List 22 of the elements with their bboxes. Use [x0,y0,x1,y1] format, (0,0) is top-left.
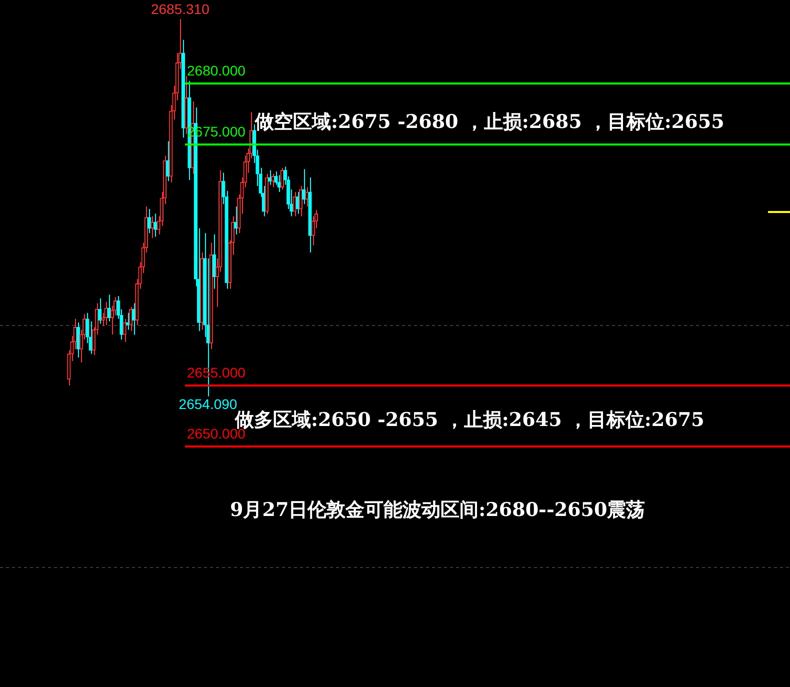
annotation: 2654.090 [178,396,238,412]
candlestick [296,192,300,214]
candlestick [154,213,158,238]
candlestick [126,312,130,330]
annotation: 2685.310 [150,1,210,18]
candlestick [147,208,152,234]
ref-line-label: 2680.000 [187,62,246,78]
candlestick [212,234,216,290]
candlestick [122,318,126,342]
candlestick [280,167,284,190]
candlestick [128,306,133,332]
candlestick [268,170,272,186]
candlestick [107,294,111,322]
candlestick [277,174,281,193]
candlestick [305,186,309,208]
candlestick [104,301,108,326]
annotation: 做空区域:2675 -2680 ，止损:2685 ，目标位:2655 [254,111,724,133]
candlestick [76,322,80,358]
candlestick [292,192,296,217]
candlestick [271,173,275,188]
candlestick [98,298,102,324]
text: 9月27日伦敦金可能波动区间:2680--2650震荡 [230,499,646,521]
